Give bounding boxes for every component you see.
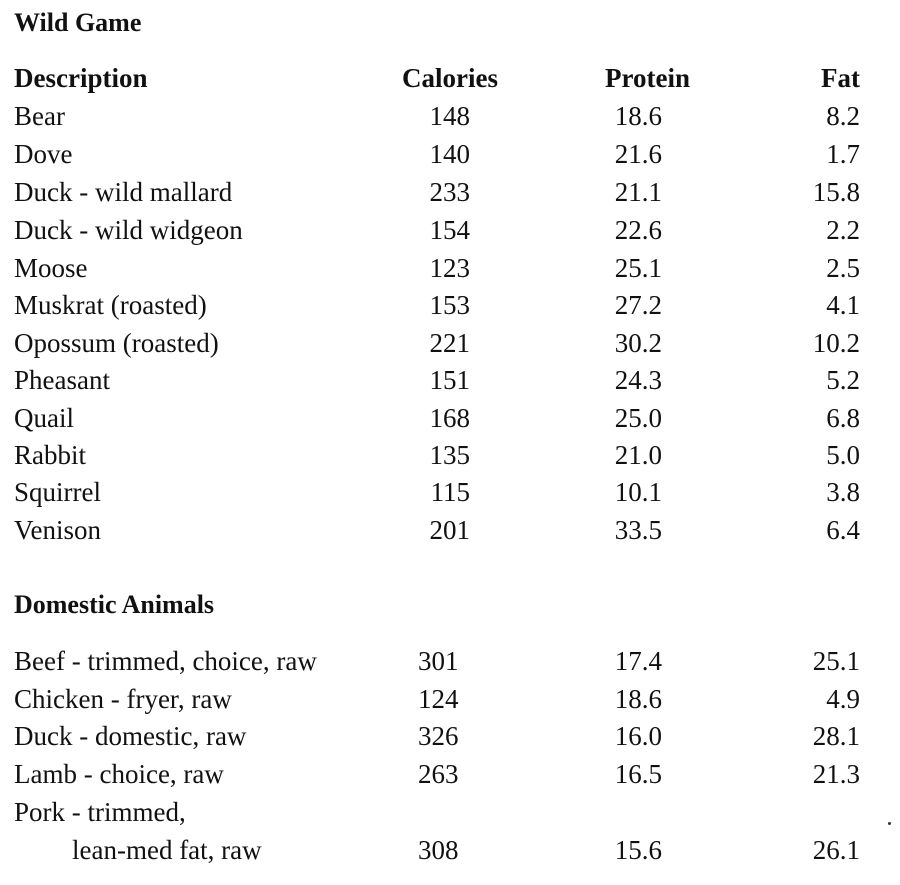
- table-row: Dove 140 21.6 1.7: [0, 136, 900, 172]
- row-calories: 153: [429, 290, 471, 320]
- table-row: Opossum (roasted) 221 30.2 10.2: [0, 325, 900, 361]
- table-row: Squirrel 115 10.1 3.8: [0, 474, 900, 510]
- table-row: Rabbit 135 21.0 5.0: [0, 437, 900, 473]
- wild-game-title: Wild Game: [14, 8, 142, 37]
- table-row: Beef - trimmed, choice, raw 301 17.4 25.…: [0, 643, 900, 679]
- row-fat: 5.0: [826, 440, 860, 470]
- row-calories: 301: [418, 646, 459, 676]
- table-row: Bear 148 18.6 8.2: [0, 98, 900, 134]
- row-description: Rabbit: [14, 440, 86, 470]
- row-fat: 8.2: [826, 101, 860, 131]
- row-calories: 140: [429, 139, 471, 169]
- row-protein: 24.3: [614, 365, 662, 395]
- row-calories: 326: [418, 721, 459, 751]
- row-description: Beef - trimmed, choice, raw: [14, 646, 317, 676]
- row-description: Duck - wild widgeon: [14, 215, 243, 245]
- row-calories: 135: [429, 440, 471, 470]
- row-protein: 22.6: [614, 215, 662, 245]
- row-protein: 15.6: [614, 835, 662, 865]
- row-fat: 2.5: [826, 253, 860, 283]
- row-fat: 10.2: [812, 328, 860, 358]
- row-description: Moose: [14, 253, 88, 283]
- table-header: Description Calories Protein Fat: [0, 60, 900, 96]
- row-fat: 6.4: [826, 515, 860, 545]
- table-row: Moose 123 25.1 2.5: [0, 250, 900, 286]
- row-protein: 21.0: [614, 440, 662, 470]
- row-protein: 10.1: [614, 477, 662, 507]
- row-protein: 18.6: [614, 101, 662, 131]
- row-calories: 148: [429, 101, 471, 131]
- row-protein: 21.1: [614, 177, 662, 207]
- row-description-line2: lean-med fat, raw: [72, 835, 262, 865]
- row-fat: 25.1: [812, 646, 860, 676]
- header-description: Description: [14, 63, 148, 93]
- row-fat: 26.1: [812, 835, 860, 865]
- row-calories: 115: [430, 477, 471, 507]
- row-protein: 25.0: [614, 403, 662, 433]
- row-protein: 16.5: [614, 759, 662, 789]
- row-fat: 3.8: [826, 477, 860, 507]
- table-row: Duck - wild widgeon 154 22.6 2.2: [0, 212, 900, 248]
- row-protein: 21.6: [614, 139, 662, 169]
- table-row: Pork - trimmed,: [0, 794, 900, 830]
- header-fat: Fat: [821, 63, 860, 93]
- row-fat: 1.7: [826, 139, 860, 169]
- row-description: Venison: [14, 515, 101, 545]
- row-protein: 17.4: [614, 646, 662, 676]
- row-protein: 27.2: [614, 290, 662, 320]
- row-fat: 4.1: [826, 290, 860, 320]
- row-calories: 123: [429, 253, 471, 283]
- row-description: Pheasant: [14, 365, 110, 395]
- row-calories: 201: [429, 515, 471, 545]
- table-row: lean-med fat, raw 308 15.6 26.1: [0, 832, 900, 868]
- row-protein: 16.0: [614, 721, 662, 751]
- row-calories: 151: [429, 365, 471, 395]
- row-protein: 30.2: [614, 328, 662, 358]
- row-fat: 4.9: [826, 684, 860, 714]
- row-calories: 233: [429, 177, 471, 207]
- row-description: Dove: [14, 139, 73, 169]
- row-calories: 124: [418, 684, 459, 714]
- row-description: Squirrel: [14, 477, 101, 507]
- row-description: Opossum (roasted): [14, 328, 219, 358]
- row-fat: 15.8: [812, 177, 860, 207]
- row-protein: 33.5: [614, 515, 662, 545]
- row-description: Chicken - fryer, raw: [14, 684, 232, 714]
- header-calories: Calories: [402, 63, 498, 93]
- row-calories: 168: [429, 403, 471, 433]
- row-protein: 25.1: [614, 253, 662, 283]
- row-fat: 5.2: [826, 365, 860, 395]
- row-calories: 308: [418, 835, 459, 865]
- row-description: Bear: [14, 101, 65, 131]
- row-description: Lamb - choice, raw: [14, 759, 224, 789]
- table-row: Duck - domestic, raw 326 16.0 28.1: [0, 718, 900, 754]
- table-row: Chicken - fryer, raw 124 18.6 4.9: [0, 681, 900, 717]
- table-row: Venison 201 33.5 6.4: [0, 512, 900, 548]
- row-calories: 221: [429, 328, 471, 358]
- row-fat: 2.2: [826, 215, 860, 245]
- row-description: Duck - wild mallard: [14, 177, 233, 207]
- row-calories: 154: [429, 215, 471, 245]
- row-fat: 28.1: [812, 721, 860, 751]
- row-description: Quail: [14, 403, 74, 433]
- row-fat: 6.8: [826, 403, 860, 433]
- scan-speck: [888, 822, 891, 825]
- domestic-animals-title: Domestic Animals: [14, 590, 215, 619]
- table-row: Pheasant 151 24.3 5.2: [0, 362, 900, 398]
- row-fat: 21.3: [812, 759, 860, 789]
- header-protein: Protein: [605, 63, 690, 93]
- table-row: Muskrat (roasted) 153 27.2 4.1: [0, 287, 900, 323]
- row-description: Muskrat (roasted): [14, 290, 207, 320]
- table-row: Duck - wild mallard 233 21.1 15.8: [0, 174, 900, 210]
- row-description: Duck - domestic, raw: [14, 721, 247, 751]
- table-row: Lamb - choice, raw 263 16.5 21.3: [0, 756, 900, 792]
- table-row: Quail 168 25.0 6.8: [0, 400, 900, 436]
- row-calories: 263: [418, 759, 459, 789]
- row-protein: 18.6: [614, 684, 662, 714]
- row-description-line1: Pork - trimmed,: [14, 797, 186, 827]
